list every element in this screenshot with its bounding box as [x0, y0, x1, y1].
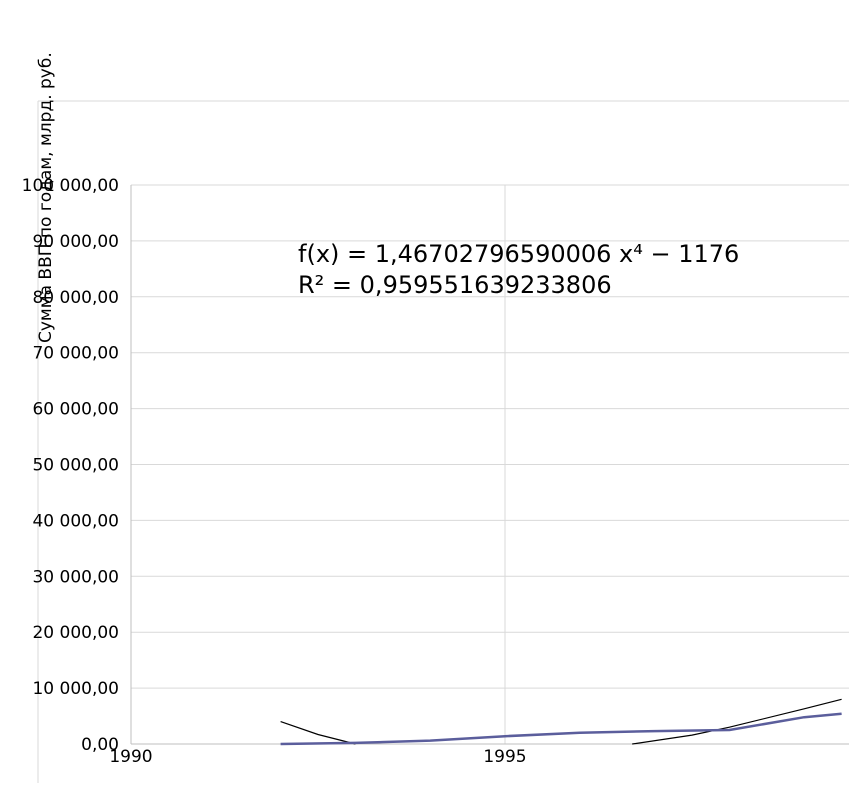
y-tick-label: 60 000,00 — [32, 400, 119, 420]
y-tick-label: 40 000,00 — [32, 511, 119, 531]
trendline — [632, 699, 841, 744]
y-tick-label: 70 000,00 — [32, 344, 119, 364]
trendline-r-squared: R² = 0,959551639233806 — [298, 271, 612, 299]
series-line — [281, 714, 842, 744]
data-series — [281, 714, 842, 744]
y-axis-title: Сумма ВВП по годам, млрд. руб. — [36, 52, 56, 343]
trendline — [281, 722, 356, 744]
trendlines — [281, 699, 842, 744]
y-tick-label: 10 000,00 — [32, 679, 119, 699]
x-tick-label: 1995 — [483, 747, 526, 767]
y-tick-label: 20 000,00 — [32, 623, 119, 643]
gridlines — [131, 185, 849, 744]
trendline-equation: f(x) = 1,46702796590006 x⁴ − 1176 — [298, 240, 739, 268]
y-tick-label: 50 000,00 — [32, 456, 119, 476]
x-tick-label: 1990 — [109, 747, 152, 767]
y-tick-label: 30 000,00 — [32, 567, 119, 587]
